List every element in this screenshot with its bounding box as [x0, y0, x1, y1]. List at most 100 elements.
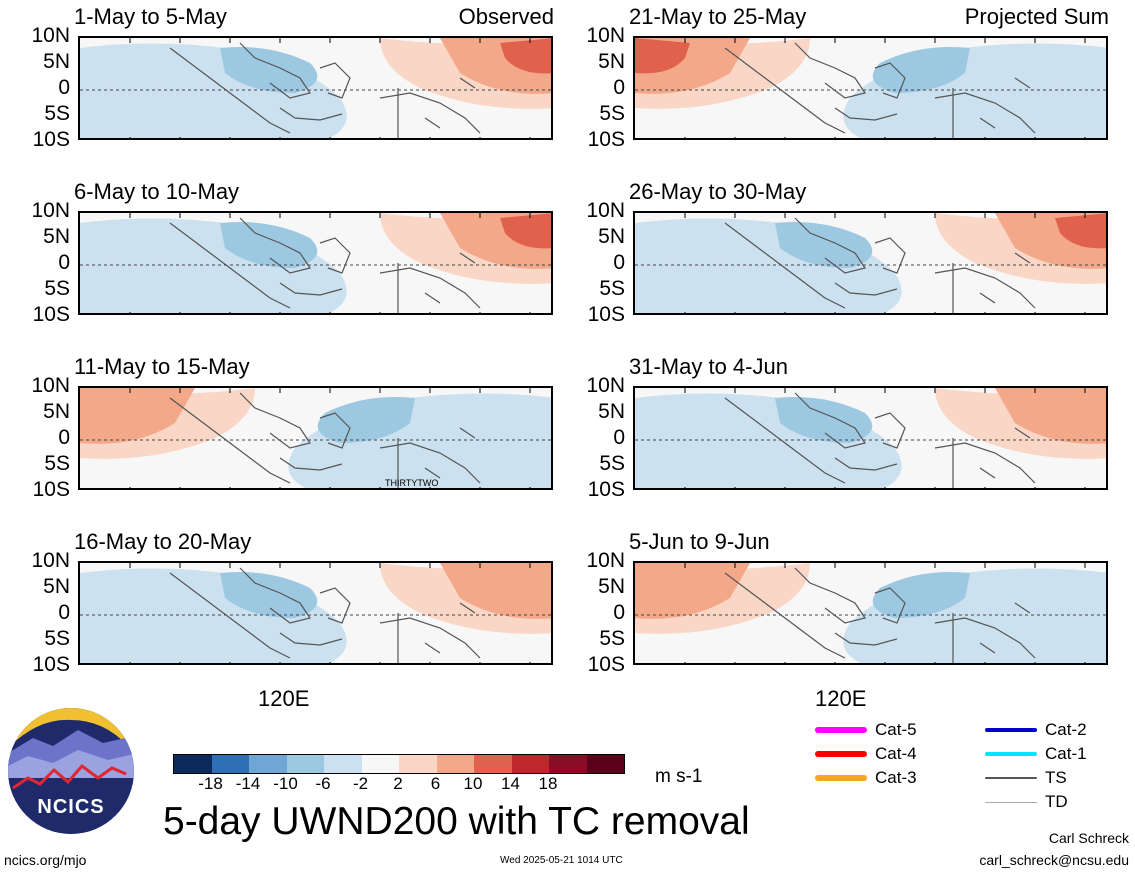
colorbar-swatch: [399, 755, 437, 773]
legend-swatch: [985, 752, 1037, 756]
lat-tick-label: 10S: [32, 478, 70, 501]
lat-tick-label: 5N: [43, 400, 70, 423]
lat-tick-label: 5S: [599, 452, 625, 475]
panel-label: Projected Sum: [964, 4, 1109, 29]
legend-swatch: [985, 801, 1037, 803]
colorbar-swatch: [174, 755, 212, 773]
colorbar-swatch: [211, 755, 249, 773]
colorbar-tick: 10: [463, 774, 483, 793]
panel-title: 16-May to 20-May: [74, 529, 252, 554]
lat-tick-label: 5N: [598, 575, 625, 598]
lat-tick-label: 5N: [43, 225, 70, 248]
lat-tick-label: 10N: [586, 549, 625, 572]
lat-tick-label: 10N: [31, 549, 70, 572]
colorbar-swatch: [474, 755, 512, 773]
legend-item: Cat-3: [815, 768, 917, 788]
legend-item: TD: [985, 792, 1068, 812]
lat-tick-label: 10S: [587, 303, 625, 326]
legend-item: Cat-5: [815, 720, 917, 740]
uwnd-map: [78, 211, 553, 315]
lat-tick-label: 10S: [587, 478, 625, 501]
legend-label: Cat-5: [875, 720, 917, 739]
legend-item: Cat-2: [985, 720, 1087, 740]
footer-author: Carl Schreck: [1048, 830, 1129, 846]
legend-item: Cat-4: [815, 744, 917, 764]
colorbar-tick: 6: [430, 774, 441, 793]
panel-title: 21-May to 25-May: [629, 4, 807, 29]
lat-tick-label: 5S: [599, 277, 625, 300]
lat-tick-label: 5S: [44, 452, 70, 475]
legend-label: TS: [1045, 768, 1067, 787]
lat-tick-label: 5N: [43, 50, 70, 73]
lat-tick-label: 10N: [586, 199, 625, 222]
lat-tick-label: 5S: [44, 627, 70, 650]
colorbar-tick: -10: [273, 774, 298, 793]
colorbar-swatch: [511, 755, 549, 773]
panel-label: Observed: [458, 4, 554, 29]
lat-tick-label: 10S: [32, 653, 70, 676]
footer-url[interactable]: ncics.org/mjo: [4, 852, 87, 868]
lon-label-left: 120E: [258, 686, 310, 711]
uwnd-map: [633, 561, 1108, 665]
colorbar-swatch: [436, 755, 474, 773]
panel-title: 26-May to 30-May: [629, 179, 807, 204]
lat-tick-label: 5S: [44, 102, 70, 125]
uwnd-map: [633, 36, 1108, 140]
legend-swatch: [815, 751, 867, 757]
colorbar-tick: 14: [501, 774, 520, 793]
uwnd-map: [633, 386, 1108, 490]
lat-tick-label: 10N: [31, 374, 70, 397]
colorbar-swatch: [361, 755, 399, 773]
legend-item: Cat-1: [985, 744, 1087, 764]
lat-tick-label: 0: [613, 251, 625, 274]
main-title: 5-day UWND200 with TC removal: [163, 800, 750, 843]
ncics-logo[interactable]: NCICS: [8, 708, 134, 834]
legend-label: Cat-4: [875, 744, 917, 763]
lat-tick-label: 5N: [598, 50, 625, 73]
lat-tick-label: 5S: [599, 627, 625, 650]
lat-tick-label: 10N: [586, 24, 625, 47]
logo-text: NCICS: [37, 796, 105, 818]
uwnd-map: THIRTYTWO: [78, 386, 553, 490]
panel-title: 11-May to 15-May: [74, 354, 250, 379]
colorbar-tick: -18: [198, 774, 223, 793]
colorbar-swatch: [286, 755, 324, 773]
legend-label: Cat-2: [1045, 720, 1087, 739]
lat-tick-label: 10S: [32, 128, 70, 151]
legend-label: Cat-1: [1045, 744, 1087, 763]
lat-tick-label: 5S: [44, 277, 70, 300]
lat-tick-label: 10S: [32, 303, 70, 326]
legend-label: Cat-3: [875, 768, 917, 787]
footer-email[interactable]: carl_schreck@ncsu.edu: [979, 852, 1129, 868]
legend-item: TS: [985, 768, 1067, 788]
lat-tick-label: 5N: [598, 400, 625, 423]
panel-title: 1-May to 5-May: [74, 4, 227, 29]
uwnd-map: [78, 36, 553, 140]
lat-tick-label: 5N: [598, 225, 625, 248]
legend-swatch: [985, 777, 1037, 779]
legend-swatch: [815, 727, 867, 733]
lat-tick-label: 0: [613, 76, 625, 99]
panel-title: 5-Jun to 9-Jun: [629, 529, 770, 554]
colorbar-swatch: [324, 755, 362, 773]
panel-title: 31-May to 4-Jun: [629, 354, 788, 379]
lat-tick-label: 5N: [43, 575, 70, 598]
footer-timestamp: Wed 2025-05-21 1014 UTC: [500, 855, 623, 866]
colorbar-tick: -14: [235, 774, 261, 793]
lat-tick-label: 0: [613, 601, 625, 624]
lon-label-right: 120E: [815, 686, 867, 711]
storm-label: THIRTYTWO: [385, 478, 439, 488]
lat-tick-label: 5S: [599, 102, 625, 125]
uwnd-map: [633, 211, 1108, 315]
colorbar-tick: 18: [538, 774, 558, 793]
colorbar-swatch: [249, 755, 287, 773]
colorbar-swatch: [586, 755, 624, 773]
lat-tick-label: 10S: [587, 128, 625, 151]
lat-tick-label: 10S: [587, 653, 625, 676]
lat-tick-label: 0: [58, 601, 70, 624]
colorbar: [173, 754, 625, 774]
colorbar-tick: -6: [315, 774, 331, 793]
lat-tick-label: 0: [58, 76, 70, 99]
colorbar-units: m s-1: [655, 766, 703, 787]
lat-tick-label: 10N: [31, 24, 70, 47]
